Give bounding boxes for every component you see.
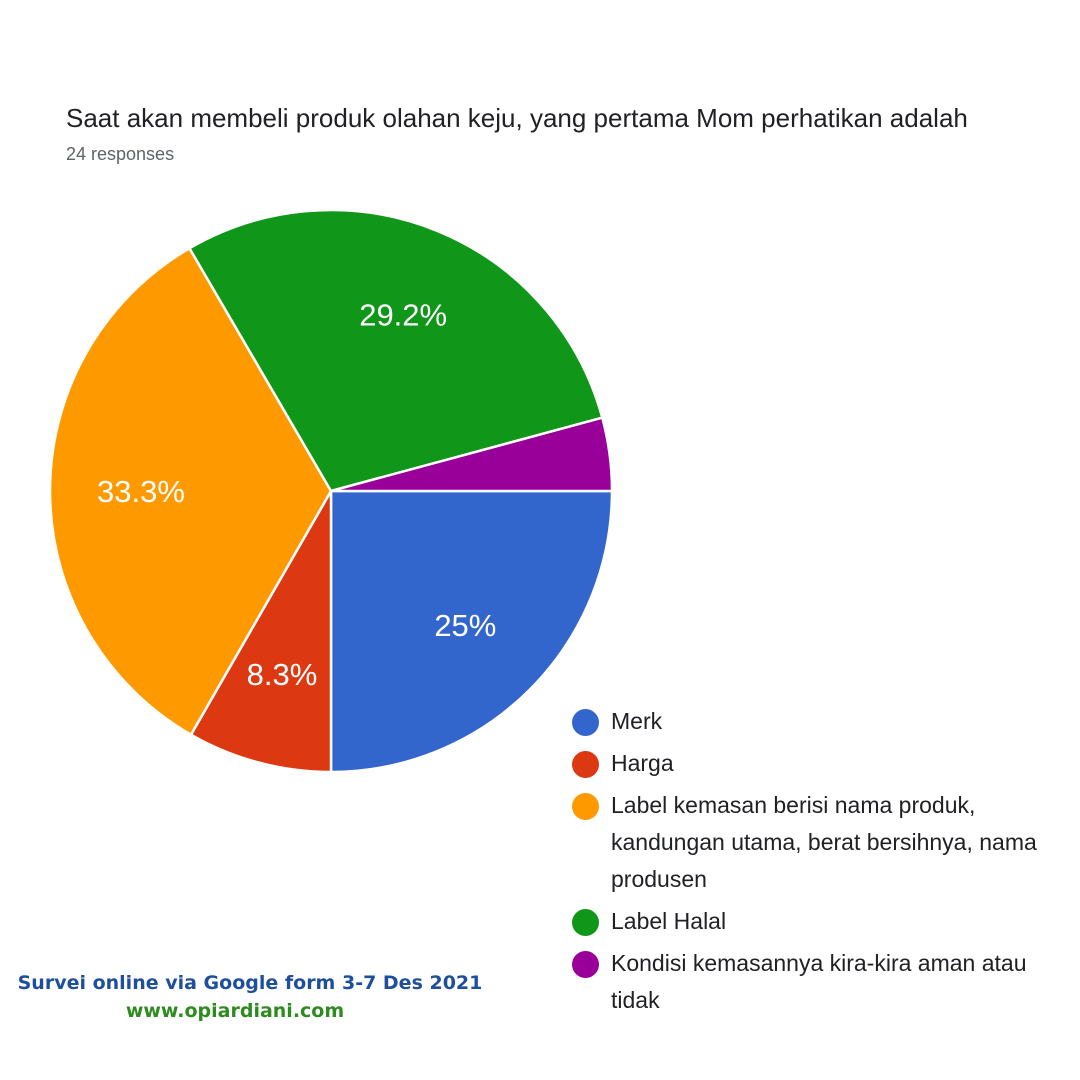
footer-survey-note: Survei online via Google form 3-7 Des 20… — [17, 972, 483, 994]
footer-website: www.opiardiani.com — [125, 1000, 345, 1022]
legend-item: Harga — [572, 748, 1062, 782]
slice-label-label-kemasan-berisi-nama-prod: 33.3% — [97, 474, 185, 509]
legend-label: Kondisi kemasannya kira-kira aman atau t… — [611, 950, 1027, 1013]
slice-label-label-halal: 29.2% — [359, 298, 447, 333]
legend-label: Merk — [611, 708, 663, 734]
legend-item: Label Halal — [572, 906, 1062, 940]
legend-label: Label kemasan berisi nama produk, kandun… — [611, 792, 1037, 892]
pie-slice-harga — [189, 489, 333, 774]
pie-slice-merk — [329, 489, 614, 774]
pie-slice-label-halal — [188, 208, 604, 493]
pie-slice-kondisi-kemasannya-kira-kira-a — [329, 416, 614, 493]
legend-swatch — [572, 909, 599, 936]
pie-slice-label-kemasan-berisi-nama-prod — [48, 246, 333, 736]
legend-swatch — [572, 709, 599, 736]
slice-label-harga: 8.3% — [247, 657, 318, 692]
legend-swatch — [572, 793, 599, 820]
legend-item: Label kemasan berisi nama produk, kandun… — [572, 790, 1062, 898]
response-count: 24 responses — [66, 144, 175, 164]
slice-label-merk: 25% — [434, 608, 496, 643]
legend-label: Harga — [611, 750, 674, 776]
legend-item: Merk — [572, 706, 1062, 740]
legend-swatch — [572, 951, 599, 978]
chart-title: Saat akan membeli produk olahan keju, ya… — [66, 103, 968, 133]
legend-item: Kondisi kemasannya kira-kira aman atau t… — [572, 948, 1062, 1019]
legend-label: Label Halal — [611, 908, 727, 934]
legend-swatch — [572, 751, 599, 778]
legend: Merk Harga Label kemasan berisi nama produ… — [572, 706, 1062, 1027]
